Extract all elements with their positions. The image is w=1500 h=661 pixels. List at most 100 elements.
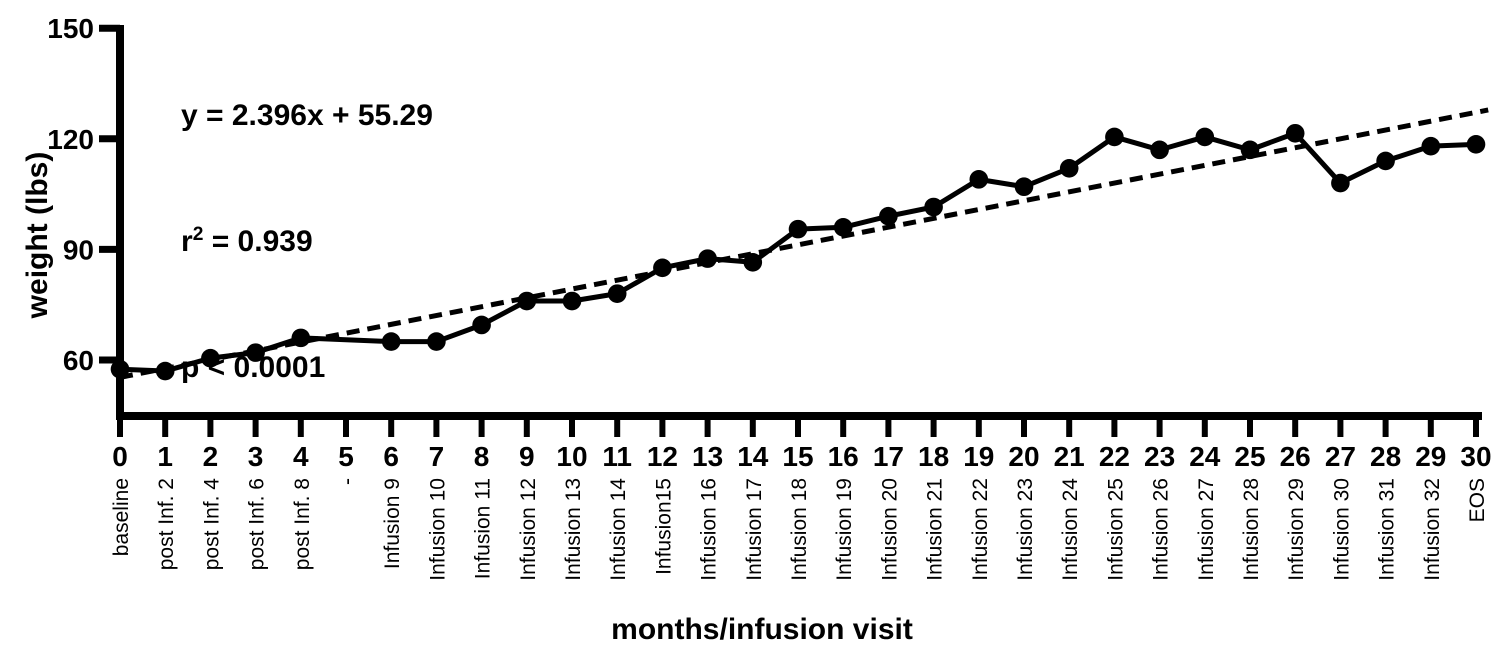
x-tick-visit-label: Infusion 13	[562, 478, 585, 581]
y-tick-label: 90	[63, 234, 94, 265]
data-point	[562, 291, 582, 311]
x-tick-number: 8	[474, 441, 490, 472]
data-point	[201, 348, 220, 368]
data-point	[833, 217, 853, 237]
x-tick-number: 25	[1234, 441, 1265, 472]
x-tick-visit-label: baseline	[110, 478, 133, 556]
data-point	[743, 253, 763, 272]
x-tick-number: 17	[873, 441, 904, 472]
x-tick-visit-label: Infusion 32	[1421, 478, 1444, 581]
data-point	[1195, 127, 1215, 147]
x-tick-number: 1	[157, 441, 173, 472]
x-axis-title: months/infusion visit	[611, 613, 913, 646]
data-point	[698, 249, 717, 268]
x-tick-number: 20	[1008, 441, 1039, 472]
x-tick-visit-label: post Inf. 8	[291, 478, 314, 570]
data-point	[291, 328, 311, 348]
regression-annotation: y = 2.396x + 55.29 r2 = 0.939 p < 0.0001	[181, 26, 433, 476]
data-point	[1421, 136, 1441, 156]
r-squared-exponent: 2	[192, 224, 204, 245]
x-tick-number: 28	[1370, 441, 1401, 472]
x-tick-number: 21	[1054, 441, 1085, 472]
data-point	[1285, 123, 1305, 143]
r-squared-value: r2 = 0.939	[181, 224, 433, 260]
data-point	[472, 315, 491, 335]
data-point	[969, 170, 989, 189]
x-tick-number: 27	[1325, 441, 1356, 472]
x-tick-visit-label: Infusion 23	[1014, 478, 1037, 581]
y-tick-label: 120	[47, 124, 94, 155]
x-tick-visit-label: Infusion 16	[698, 478, 721, 581]
x-tick-number: 9	[519, 441, 535, 472]
x-tick-number: 12	[647, 441, 678, 472]
data-point	[517, 291, 537, 311]
data-point	[381, 332, 401, 351]
data-point	[924, 197, 943, 217]
x-tick-number: 11	[602, 441, 632, 472]
x-tick-number: 29	[1415, 441, 1446, 472]
data-point	[1331, 173, 1350, 193]
data-point	[427, 332, 446, 351]
y-tick-label: 150	[47, 13, 94, 44]
data-point	[879, 206, 898, 226]
data-point	[1059, 158, 1079, 178]
x-tick-visit-label: Infusion 9	[381, 478, 404, 569]
data-point	[1105, 127, 1124, 147]
x-tick-number: 10	[556, 441, 587, 472]
x-tick-visit-label: Infusion 29	[1285, 478, 1308, 581]
x-tick-visit-label: Infusion 19	[833, 478, 856, 581]
x-tick-visit-label: Infusion 20	[878, 478, 901, 581]
x-tick-number: 0	[112, 441, 128, 472]
x-tick-number: 26	[1280, 441, 1311, 472]
x-tick-visit-label: Infusion 27	[1195, 478, 1218, 581]
x-tick-visit-label: post Inf. 6	[246, 478, 269, 570]
x-tick-visit-label: post Inf. 2	[155, 478, 178, 570]
x-tick-visit-label: Infusion 21	[924, 478, 947, 581]
x-tick-number: 19	[963, 441, 994, 472]
x-tick-number: 3	[248, 441, 264, 472]
x-tick-number: 18	[918, 441, 949, 472]
x-tick-number: 13	[692, 441, 723, 472]
x-tick-visit-label: Infusion 11	[472, 478, 495, 579]
x-tick-visit-label: Infusion 18	[788, 478, 811, 581]
x-tick-number: 5	[338, 441, 354, 472]
data-point	[1014, 177, 1034, 197]
x-tick-number: 14	[737, 441, 769, 472]
x-tick-number: 24	[1189, 441, 1221, 472]
x-tick-visit-label: Infusion 24	[1059, 478, 1082, 581]
x-tick-visit-label: Infusion 28	[1240, 478, 1263, 581]
x-tick-visit-label: Infusion 26	[1150, 478, 1173, 581]
y-axis-title: weight (lbs)	[21, 151, 54, 319]
x-tick-number: 7	[429, 441, 445, 472]
x-tick-visit-label: Infusion 22	[969, 478, 992, 581]
data-point	[607, 284, 627, 303]
data-point	[1376, 151, 1395, 171]
x-tick-visit-label: Infusion 10	[426, 478, 449, 581]
x-tick-visit-label: Infusion 30	[1330, 478, 1353, 581]
x-tick-visit-label: EOS	[1466, 478, 1489, 522]
data-point	[155, 361, 175, 381]
x-tick-number: 30	[1460, 441, 1491, 472]
x-tick-number: 6	[383, 441, 399, 472]
x-tick-number: 22	[1099, 441, 1130, 472]
x-tick-number: 4	[293, 441, 309, 472]
x-tick-visit-label: Infusion 31	[1376, 478, 1399, 581]
x-tick-number: 16	[828, 441, 859, 472]
trend-line	[119, 107, 1489, 380]
data-point	[1240, 140, 1260, 160]
data-point	[1466, 135, 1486, 154]
data-point	[246, 343, 265, 362]
data-point	[788, 219, 808, 239]
y-tick-label: 60	[63, 345, 94, 376]
regression-equation: y = 2.396x + 55.29	[181, 99, 433, 132]
x-tick-visit-label: Infusion 17	[743, 478, 766, 581]
x-tick-number: 15	[782, 441, 813, 472]
x-tick-number: 23	[1144, 441, 1175, 472]
r-squared-base: r	[181, 225, 193, 258]
r-squared-rest: = 0.939	[203, 225, 313, 258]
x-tick-visit-label: Infusion 14	[607, 478, 630, 581]
x-tick-visit-label: -	[336, 478, 359, 485]
x-tick-visit-label: post Inf. 4	[200, 478, 223, 571]
p-value: p < 0.0001	[181, 351, 326, 384]
